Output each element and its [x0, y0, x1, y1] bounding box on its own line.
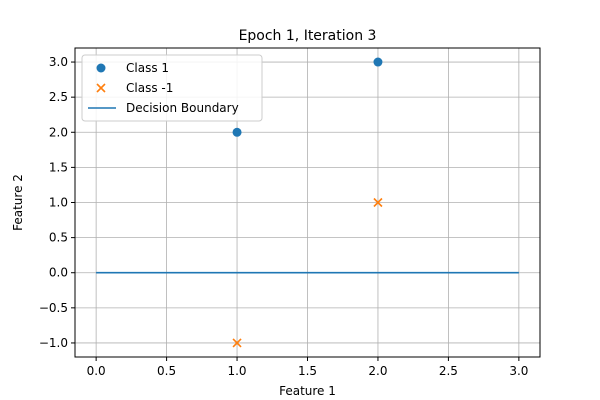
y-axis-label: Feature 2: [11, 174, 25, 231]
x-axis-label: Feature 1: [279, 384, 336, 398]
x-tick-label: 3.0: [509, 364, 528, 378]
y-tick-label: 0.0: [49, 266, 68, 280]
legend: Class 1 Class -1 Decision Boundary: [81, 54, 263, 122]
x-tick-label: 2.5: [439, 364, 458, 378]
y-tick-label: 3.0: [49, 55, 68, 69]
y-tick-label: −0.5: [39, 301, 68, 315]
x-tick-label: 0.0: [87, 364, 106, 378]
point-class-1: [232, 127, 242, 137]
x-tick-label: 1.0: [227, 364, 246, 378]
x-tick-label: 2.0: [368, 364, 387, 378]
y-tick-label: 2.0: [49, 125, 68, 139]
legend-label-class-1: Class 1: [126, 61, 169, 75]
y-tick-label: 1.5: [49, 160, 68, 174]
legend-box: [81, 54, 263, 122]
point-class-1: [373, 57, 383, 67]
legend-label-decision-boundary: Decision Boundary: [126, 101, 239, 115]
y-tick-label: 0.5: [49, 231, 68, 245]
y-tick-label: 1.0: [49, 196, 68, 210]
legend-marker-class-1: [96, 63, 106, 73]
chart-title: Epoch 1, Iteration 3: [239, 28, 377, 44]
x-tick-label: 0.5: [157, 364, 176, 378]
ticks: 0.0 0.5 1.0 1.5 2.0 2.5 3.0 −1.0 −0.5 0.0 0.5 1.0 1.…: [39, 55, 529, 378]
legend-label-class-neg1: Class -1: [126, 81, 173, 95]
point-class-neg1: [232, 338, 242, 348]
x-tick-label: 1.5: [298, 364, 317, 378]
y-tick-label: −1.0: [39, 336, 68, 350]
point-layer: [232, 57, 383, 348]
y-tick-label: 2.5: [49, 90, 68, 104]
point-class-neg1: [373, 197, 383, 208]
legend-marker-class-neg1: [96, 83, 106, 93]
